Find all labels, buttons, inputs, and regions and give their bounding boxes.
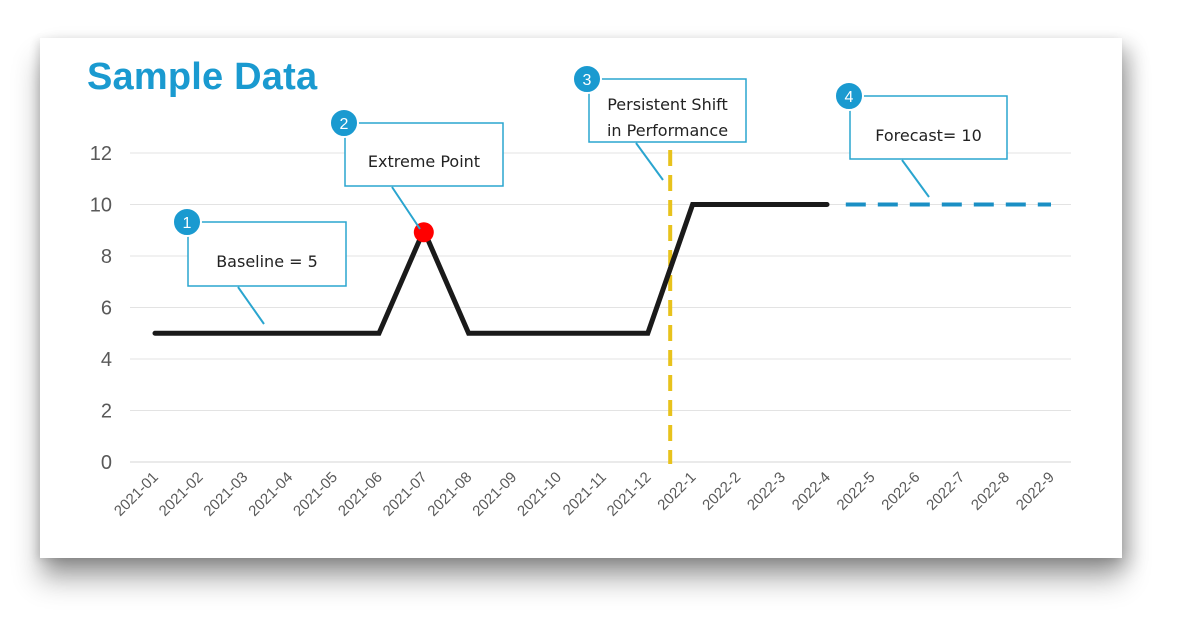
y-tick-label: 4 <box>101 349 112 371</box>
x-tick-label: 2022-9 <box>1013 469 1058 514</box>
callout-2: Extreme Point 2 <box>329 108 504 230</box>
x-axis-tick-labels: 2021-012021-022021-032021-042021-052021-… <box>111 469 1058 520</box>
x-tick-label: 2022-1 <box>654 469 699 514</box>
callout-3: Persistent Shift in Performance 3 <box>572 64 747 181</box>
x-tick-label: 2021-01 <box>111 469 162 520</box>
x-tick-label: 2021-04 <box>245 469 296 520</box>
callouts: Baseline = 5 1 Extreme Point 2 Persistent Sh… <box>172 64 1008 325</box>
callout-1: Baseline = 5 1 <box>172 207 347 325</box>
y-tick-label: 8 <box>101 246 112 268</box>
x-tick-label: 2022-4 <box>789 469 834 514</box>
y-tick-label: 6 <box>101 298 112 320</box>
x-tick-label: 2022-8 <box>968 469 1013 514</box>
callout-leader-line <box>391 186 421 230</box>
x-tick-label: 2021-07 <box>380 469 431 520</box>
y-tick-label: 0 <box>101 452 112 474</box>
x-tick-label: 2021-10 <box>514 469 565 520</box>
callout-number-badge <box>834 81 864 111</box>
y-tick-label: 10 <box>90 195 112 217</box>
x-tick-label: 2021-03 <box>200 469 251 520</box>
y-tick-label: 12 <box>90 143 112 165</box>
callout-number: 2 <box>340 116 349 133</box>
callout-leader-line <box>237 286 265 325</box>
callout-leader-line <box>901 159 930 198</box>
y-axis-tick-labels: 0 2 4 6 8 10 12 <box>90 143 112 474</box>
callout-number-badge <box>572 64 602 94</box>
callout-box <box>344 122 504 187</box>
callout-text: Forecast= 10 <box>875 126 982 145</box>
callout-box <box>187 221 347 287</box>
x-tick-label: 2021-05 <box>290 469 341 520</box>
callout-number: 4 <box>845 89 854 106</box>
callout-box <box>588 78 747 143</box>
callout-number: 3 <box>583 72 592 89</box>
x-tick-label: 2021-12 <box>604 469 655 520</box>
callout-leader-line <box>635 142 664 181</box>
x-tick-label: 2022-6 <box>878 469 923 514</box>
x-tick-label: 2021-02 <box>156 469 207 520</box>
x-tick-label: 2021-11 <box>560 469 610 519</box>
chart-title: Sample Data <box>87 56 318 98</box>
x-tick-label: 2021-09 <box>469 469 520 520</box>
y-tick-label: 2 <box>101 401 112 423</box>
x-tick-label: 2022-7 <box>923 469 968 514</box>
x-tick-label: 2022-5 <box>834 469 879 514</box>
callout-text: Extreme Point <box>368 152 480 171</box>
callout-text: in Performance <box>607 121 728 140</box>
x-tick-label: 2022-2 <box>699 469 744 514</box>
callout-box <box>849 95 1008 160</box>
x-tick-label: 2021-06 <box>335 469 386 520</box>
x-tick-label: 2021-08 <box>424 469 475 520</box>
x-tick-label: 2022-3 <box>744 469 789 514</box>
gridlines <box>130 152 1071 463</box>
callout-number-badge <box>329 108 359 138</box>
callout-text: Persistent Shift <box>607 95 728 114</box>
callout-text: Baseline = 5 <box>216 252 318 271</box>
callout-number: 1 <box>183 215 192 232</box>
actual-line <box>152 202 830 336</box>
callout-number-badge <box>172 207 202 237</box>
callout-4: Forecast= 10 4 <box>834 81 1008 198</box>
